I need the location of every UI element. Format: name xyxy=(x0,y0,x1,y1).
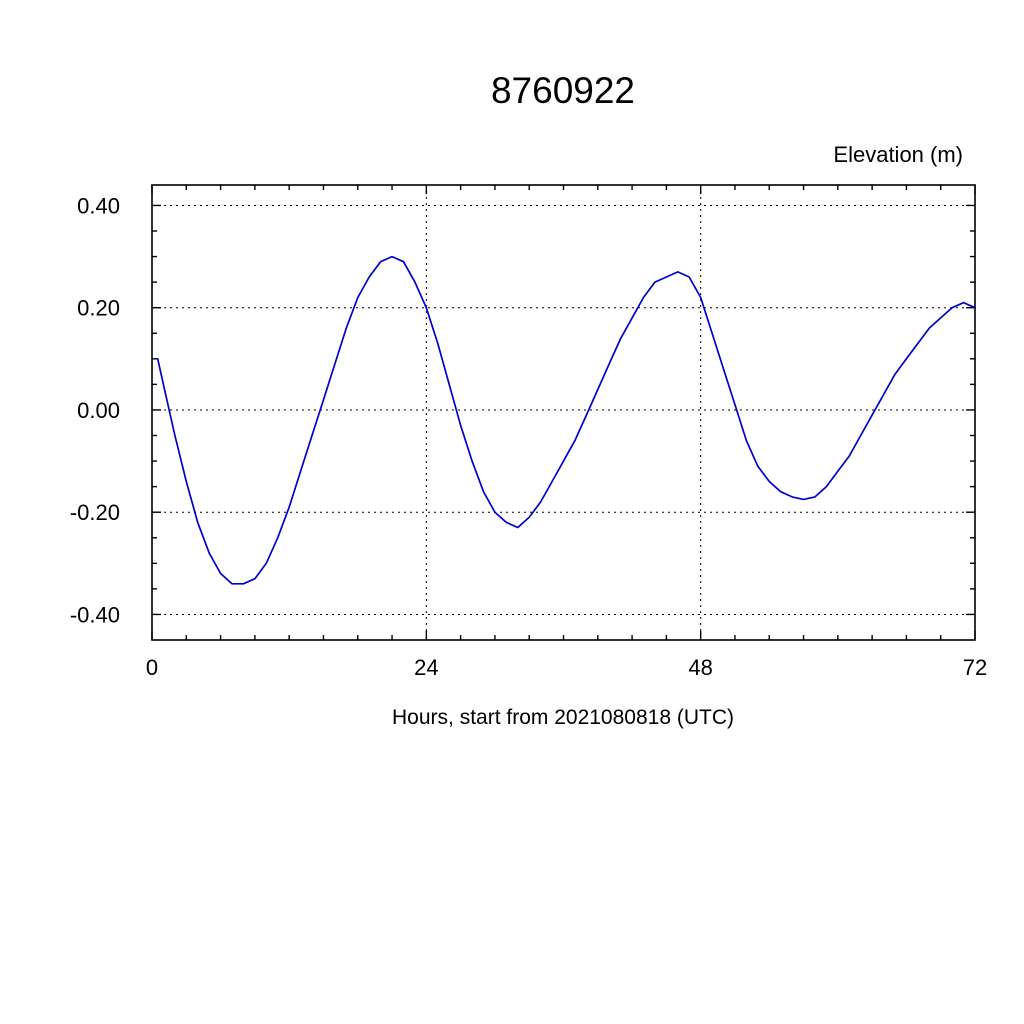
x-tick-label: 48 xyxy=(688,655,712,680)
chart-title: 8760922 xyxy=(491,70,635,111)
y-tick-label: -0.40 xyxy=(70,602,120,627)
elevation-line xyxy=(156,255,976,585)
y-tick-label: 0.20 xyxy=(77,296,120,321)
y-tick-label: -0.20 xyxy=(70,500,120,525)
gridlines xyxy=(152,185,975,640)
axis-ticks xyxy=(151,185,976,640)
y-units-label: Elevation (m) xyxy=(833,142,963,167)
x-tick-label: 0 xyxy=(146,655,158,680)
x-tick-label: 24 xyxy=(414,655,438,680)
y-tick-label: 0.00 xyxy=(77,398,120,423)
tide-elevation-chart: 8760922 Elevation (m) 0 24 48 72 0.40 0.20 0.0… xyxy=(70,70,987,729)
x-axis-label: Hours, start from 2021080818 (UTC) xyxy=(392,706,734,729)
plot-border xyxy=(151,184,976,641)
tick-labels: 0 24 48 72 0.40 0.20 0.00 -0.20 -0.40 xyxy=(70,193,987,680)
y-tick-label: 0.40 xyxy=(77,193,120,218)
x-tick-label: 72 xyxy=(963,655,987,680)
